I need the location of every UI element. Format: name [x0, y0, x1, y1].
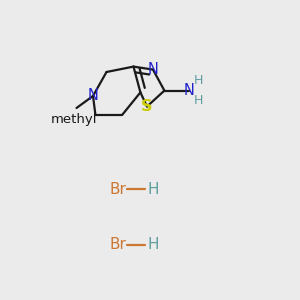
Text: H: H: [193, 74, 203, 88]
Text: N: N: [148, 62, 158, 77]
Text: N: N: [88, 88, 98, 104]
Text: H: H: [148, 182, 159, 196]
Text: methyl: methyl: [51, 113, 97, 126]
Text: Br: Br: [109, 182, 126, 196]
Text: H: H: [148, 237, 159, 252]
Text: N: N: [184, 83, 194, 98]
Text: S: S: [141, 99, 153, 114]
Text: H: H: [193, 94, 203, 107]
Text: Br: Br: [109, 237, 126, 252]
